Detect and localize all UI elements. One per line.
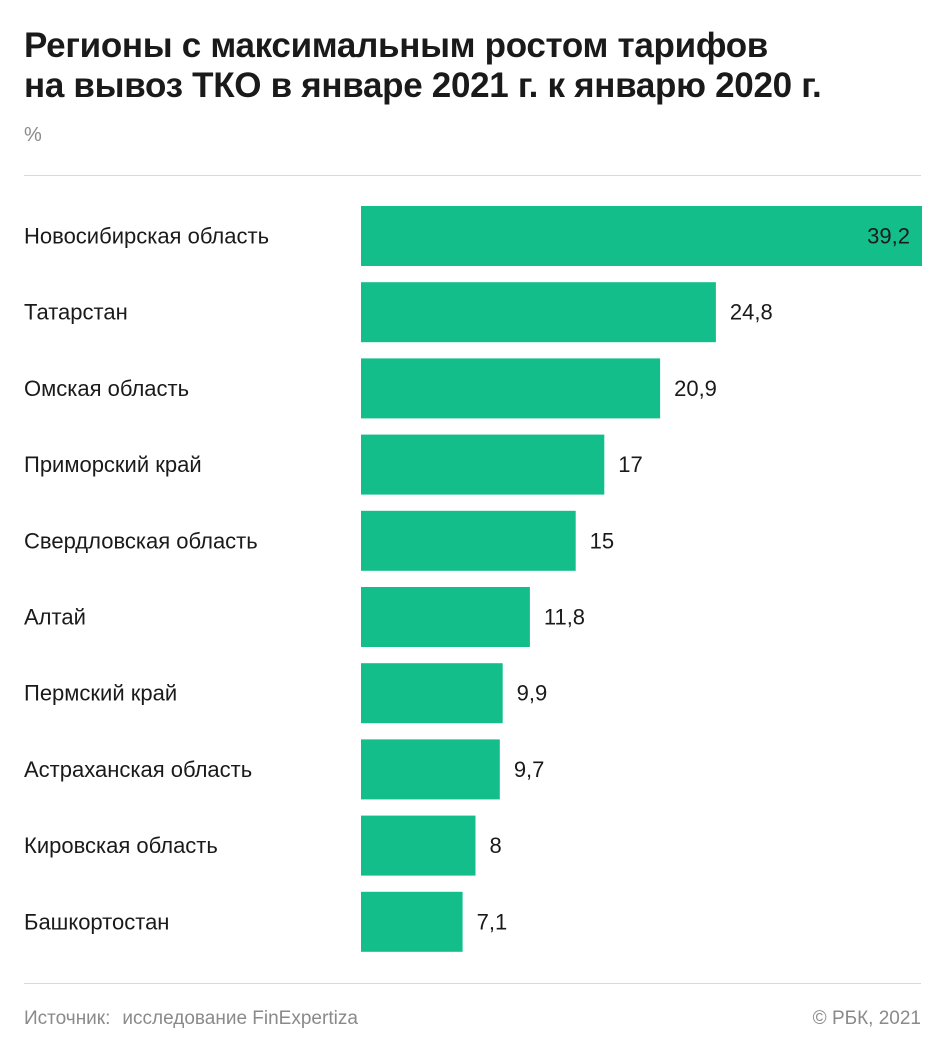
bar bbox=[361, 587, 530, 647]
top-divider bbox=[24, 175, 921, 176]
category-label: Свердловская область bbox=[24, 528, 258, 553]
category-label: Приморский край bbox=[24, 452, 202, 477]
bar bbox=[361, 739, 500, 800]
bar bbox=[361, 206, 922, 266]
bar bbox=[361, 434, 605, 495]
category-label: Пермский край bbox=[24, 681, 177, 706]
bar bbox=[361, 891, 463, 952]
chart-title: Регионы с максимальным ростом тарифов на… bbox=[24, 26, 924, 106]
bar bbox=[361, 282, 716, 343]
bar-chart: Новосибирская область 39,2 Татарстан 24,8 Ом… bbox=[24, 206, 922, 952]
category-label: Башкортостан bbox=[24, 909, 169, 934]
category-label: Алтай bbox=[24, 605, 86, 630]
value-label: 39,2 bbox=[867, 224, 910, 249]
value-label: 9,7 bbox=[514, 757, 545, 782]
value-label: 7,1 bbox=[477, 909, 508, 934]
bar bbox=[361, 358, 661, 419]
chart-title-line-1: Регионы с максимальным ростом тарифов bbox=[24, 26, 769, 65]
value-label: 11,8 bbox=[544, 605, 585, 630]
bar bbox=[361, 510, 576, 571]
copyright-note: © РБК, 2021 bbox=[812, 1008, 921, 1029]
category-label: Омская область bbox=[24, 376, 189, 401]
value-label: 24,8 bbox=[730, 300, 773, 325]
value-label: 20,9 bbox=[674, 376, 717, 401]
bar bbox=[361, 815, 476, 876]
source-note: Источник: исследование FinExpertiza bbox=[24, 1008, 358, 1030]
value-label: 9,9 bbox=[517, 681, 548, 706]
bar bbox=[361, 663, 503, 724]
chart-title-line-2: на вывоз ТКО в январе 2021 г. к январю 2… bbox=[24, 66, 822, 105]
unit-label: % bbox=[24, 124, 42, 146]
category-label: Новосибирская область bbox=[24, 224, 269, 249]
value-label: 15 bbox=[590, 528, 614, 553]
bottom-divider bbox=[24, 983, 921, 984]
category-label: Татарстан bbox=[24, 300, 128, 325]
category-label: Астраханская область bbox=[24, 757, 252, 782]
category-label: Кировская область bbox=[24, 833, 218, 858]
value-label: 8 bbox=[489, 833, 501, 858]
value-label: 17 bbox=[618, 452, 642, 477]
source-label: Источник: bbox=[24, 1008, 111, 1029]
source-text: исследование FinExpertiza bbox=[122, 1008, 358, 1029]
